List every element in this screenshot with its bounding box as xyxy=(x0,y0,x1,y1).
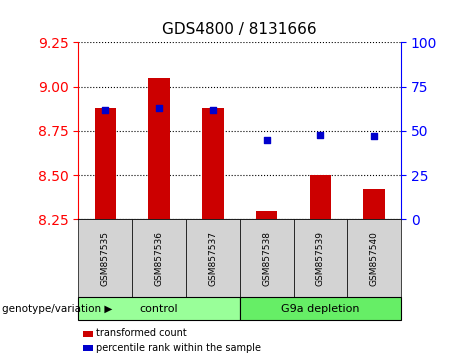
Point xyxy=(209,107,217,113)
Point xyxy=(263,137,270,143)
Text: genotype/variation ▶: genotype/variation ▶ xyxy=(2,304,112,314)
Text: GSM857538: GSM857538 xyxy=(262,231,271,286)
Bar xyxy=(363,189,385,219)
Text: GSM857537: GSM857537 xyxy=(208,231,217,286)
Text: control: control xyxy=(140,304,178,314)
Point xyxy=(371,133,378,139)
Point xyxy=(317,132,324,137)
Bar xyxy=(310,175,331,219)
Text: percentile rank within the sample: percentile rank within the sample xyxy=(96,343,261,353)
Bar xyxy=(95,108,116,219)
Text: GSM857536: GSM857536 xyxy=(154,231,164,286)
Text: GSM857539: GSM857539 xyxy=(316,231,325,286)
Point xyxy=(155,105,163,111)
Text: GSM857540: GSM857540 xyxy=(370,231,378,286)
Point xyxy=(101,107,109,113)
Title: GDS4800 / 8131666: GDS4800 / 8131666 xyxy=(162,22,317,37)
Bar xyxy=(256,211,278,219)
Text: transformed count: transformed count xyxy=(96,329,187,338)
Bar xyxy=(148,78,170,219)
Text: GSM857535: GSM857535 xyxy=(101,231,110,286)
Bar xyxy=(202,108,224,219)
Text: G9a depletion: G9a depletion xyxy=(281,304,360,314)
